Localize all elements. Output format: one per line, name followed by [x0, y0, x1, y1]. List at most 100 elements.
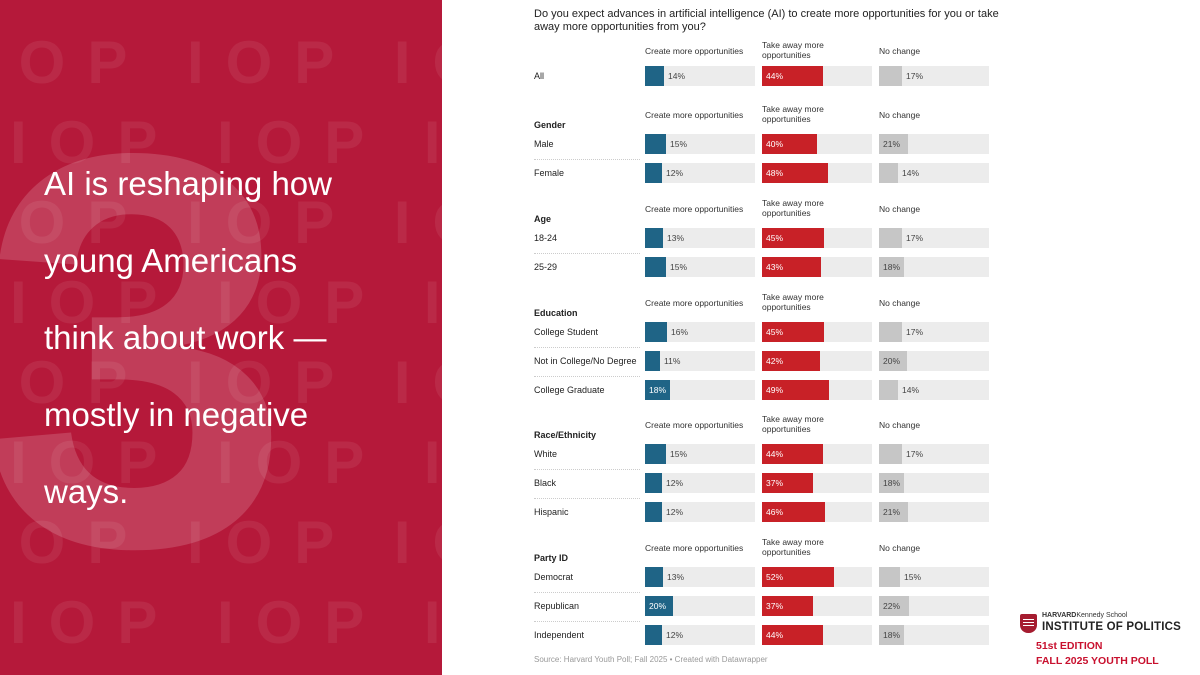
bar-value-label: 18%	[883, 478, 901, 488]
bar-value-label: 16%	[671, 327, 689, 337]
take-away-col-header: Take away more opportunities	[762, 537, 824, 557]
bar-same	[879, 473, 904, 493]
table-row: Republican 20% 37% 22%	[534, 596, 994, 618]
bar-value-label: 14%	[902, 168, 920, 178]
row-label: Republican	[534, 601, 580, 611]
bar-value-label: 40%	[766, 139, 784, 149]
bar-value-label: 48%	[766, 168, 784, 178]
bar-value-label: 15%	[904, 572, 922, 582]
bar-track: 15%	[879, 567, 989, 587]
bar-take	[762, 257, 821, 277]
chart-group: Create more opportunities Take away more …	[534, 414, 994, 523]
iop-watermark: IOP IOP IOP IOP	[0, 189, 442, 256]
bar-track: 13%	[645, 567, 755, 587]
bar-track: 15%	[645, 257, 755, 277]
bar-track: 44%	[762, 444, 872, 464]
source-note: Source: Harvard Youth Poll; Fall 2025 • …	[534, 655, 768, 664]
bar-value-label: 12%	[666, 168, 684, 178]
bar-value-label: 45%	[766, 233, 784, 243]
bar-track: 15%	[645, 444, 755, 464]
bar-create	[645, 502, 662, 522]
chart-group: Create more opportunities Take away more …	[534, 292, 994, 401]
bar-track: 52%	[762, 567, 872, 587]
row-divider	[534, 498, 640, 499]
iop-watermark: IOP IOP IOP IOP	[0, 349, 442, 416]
row-label: Democrat	[534, 572, 574, 582]
bar-track: 12%	[645, 502, 755, 522]
bar-create	[645, 596, 673, 616]
iop-watermark: IOP IOP IOP IOP	[10, 269, 442, 336]
bar-value-label: 21%	[883, 507, 901, 517]
bar-same	[879, 502, 908, 522]
iop-watermark: IOP IOP IOP IOP	[0, 509, 442, 576]
bar-track: 12%	[645, 473, 755, 493]
bar-value-label: 18%	[649, 385, 667, 395]
bar-same	[879, 66, 902, 86]
bar-take	[762, 322, 824, 342]
bar-value-label: 20%	[649, 601, 667, 611]
row-label: 25-29	[534, 262, 558, 272]
bar-create	[645, 473, 662, 493]
chart-group: Create more opportunities Take away more …	[534, 40, 994, 91]
bar-same	[879, 322, 902, 342]
bar-same	[879, 257, 904, 277]
bar-take	[762, 134, 817, 154]
row-divider	[534, 592, 640, 593]
bar-same	[879, 228, 902, 248]
bar-value-label: 45%	[766, 327, 784, 337]
row-label: 18-24	[534, 233, 558, 243]
bar-track: 21%	[879, 134, 989, 154]
create-col-header: Create more opportunities	[645, 46, 744, 56]
bar-same	[879, 444, 902, 464]
bar-value-label: 12%	[666, 630, 684, 640]
bar-take	[762, 228, 824, 248]
bar-track: 14%	[645, 66, 755, 86]
table-row: 25-29 15% 43% 18%	[534, 257, 994, 279]
bar-track: 45%	[762, 228, 872, 248]
group-title: Race/Ethnicity	[534, 430, 597, 440]
bar-same	[879, 134, 908, 154]
no-change-col-header: No change	[879, 543, 921, 553]
bar-same	[879, 567, 900, 587]
row-label: Hispanic	[534, 507, 569, 517]
bar-value-label: 17%	[906, 327, 924, 337]
bar-value-label: 12%	[666, 478, 684, 488]
no-change-col-header: No change	[879, 204, 921, 214]
iop-watermark: IOP IOP IOP IOP	[0, 29, 442, 96]
bar-create	[645, 351, 660, 371]
bar-track: 37%	[762, 473, 872, 493]
table-row: 18-24 13% 45% 17%	[534, 228, 994, 250]
bar-value-label: 37%	[766, 601, 784, 611]
bar-track: 44%	[762, 625, 872, 645]
take-away-col-header: Take away more opportunities	[762, 104, 824, 124]
bar-same	[879, 163, 898, 183]
logo-school: HARVARDKennedy School	[1042, 612, 1128, 619]
row-label: Female	[534, 168, 565, 178]
bar-value-label: 44%	[766, 449, 784, 459]
create-col-header: Create more opportunities	[645, 298, 744, 308]
edition-label: 51st EDITION	[1036, 640, 1103, 652]
chart-group: Create more opportunities Take away more …	[534, 104, 994, 184]
bar-value-label: 42%	[766, 356, 784, 366]
bar-track: 17%	[879, 66, 989, 86]
bar-create	[645, 380, 670, 400]
bar-value-label: 49%	[766, 385, 784, 395]
table-row: Male 15% 40% 21%	[534, 134, 994, 156]
bar-track: 18%	[879, 625, 989, 645]
bar-take	[762, 351, 820, 371]
bar-create	[645, 66, 664, 86]
bar-track: 18%	[879, 473, 989, 493]
bar-same	[879, 596, 909, 616]
harvard-shield-icon	[1020, 614, 1037, 633]
bar-value-label: 12%	[666, 507, 684, 517]
row-divider	[534, 621, 640, 622]
take-away-col-header: Take away more opportunities	[762, 198, 824, 218]
take-away-col-header: Take away more opportunities	[762, 414, 824, 434]
bar-create	[645, 444, 666, 464]
table-row: Female 12% 48% 14%	[534, 163, 994, 185]
iop-watermark: IOP IOP IOP IOP	[10, 429, 442, 496]
group-title: Age	[534, 214, 552, 224]
bar-value-label: 37%	[766, 478, 784, 488]
bar-track: 12%	[645, 625, 755, 645]
bar-track: 12%	[645, 163, 755, 183]
